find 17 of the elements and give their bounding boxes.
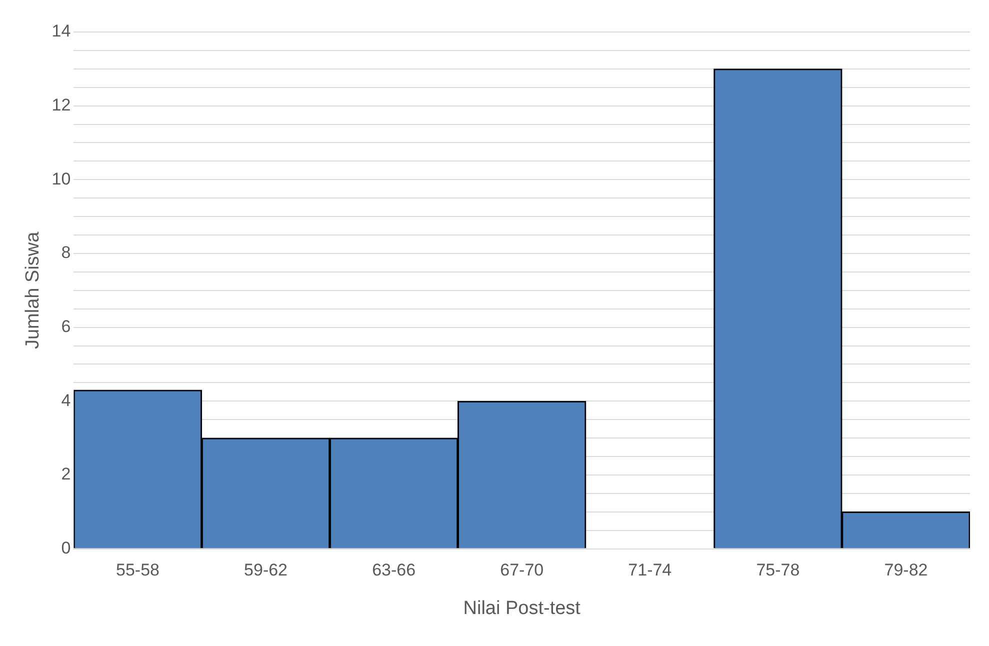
y-tick-label: 0 bbox=[61, 538, 71, 558]
x-tick-label: 63-66 bbox=[372, 560, 416, 580]
x-tick-label: 75-78 bbox=[756, 560, 800, 580]
y-tick-label: 4 bbox=[61, 390, 71, 410]
y-tick-label: 12 bbox=[52, 96, 71, 115]
y-tick-label: 10 bbox=[52, 169, 71, 188]
y-axis-title: Jumlah Siswa bbox=[22, 231, 44, 350]
y-tick-label: 6 bbox=[61, 317, 71, 336]
y-tick-label: 14 bbox=[52, 22, 71, 41]
x-tick-label: 79-82 bbox=[884, 560, 928, 580]
x-tick-label: 59-62 bbox=[244, 560, 288, 580]
x-tick-label: 55-58 bbox=[116, 560, 160, 580]
y-tick-label: 8 bbox=[61, 243, 71, 262]
x-tick-label: 67-70 bbox=[500, 560, 544, 580]
x-axis-title: Nilai Post-test bbox=[463, 598, 582, 619]
x-tick-label: 71-74 bbox=[628, 560, 672, 580]
y-tick-label: 2 bbox=[61, 464, 71, 484]
